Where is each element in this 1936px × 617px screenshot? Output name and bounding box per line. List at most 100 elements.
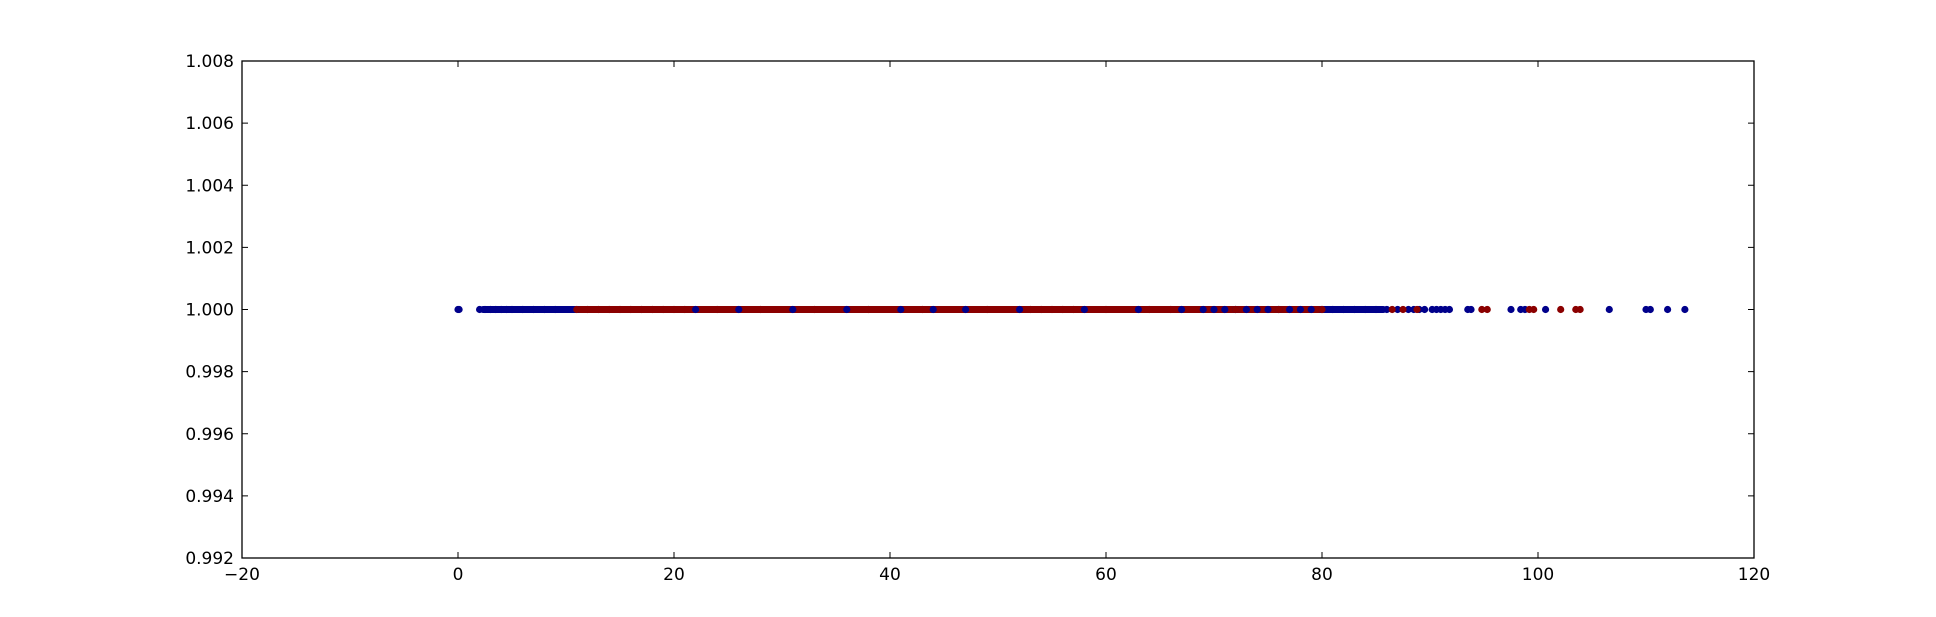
series-2-point xyxy=(616,305,624,314)
series-1-point xyxy=(897,305,905,314)
y-tick-label: 1.008 xyxy=(185,52,234,72)
series-1-point xyxy=(492,305,500,314)
series-1-point xyxy=(503,305,511,314)
x-tick-label: 80 xyxy=(1311,565,1333,585)
series-1-point xyxy=(519,305,527,314)
series-2-point xyxy=(638,305,646,314)
series-2-point xyxy=(1059,305,1067,314)
series-1-point xyxy=(508,305,516,314)
series-1-point xyxy=(1016,305,1024,314)
series-2-point xyxy=(1399,305,1407,314)
series-2-point xyxy=(1102,305,1110,314)
series-1-point xyxy=(1467,305,1475,314)
series-1-point xyxy=(735,305,743,314)
series-1-point xyxy=(1329,305,1337,314)
series-1-point xyxy=(1541,305,1550,314)
series-2-dense-band xyxy=(576,306,1322,313)
series-1-point xyxy=(1134,305,1142,314)
x-tick-label: 120 xyxy=(1738,565,1770,585)
y-tick-label: 0.992 xyxy=(185,549,234,569)
series-1-point xyxy=(1340,305,1348,314)
series-1-point xyxy=(1646,305,1654,314)
series-2-point xyxy=(1145,305,1153,314)
x-tick-label: 0 xyxy=(453,565,464,585)
series-1-point xyxy=(455,305,463,314)
series-2-point xyxy=(1483,305,1491,314)
series-1-point xyxy=(1080,305,1088,314)
series-2-point xyxy=(1167,305,1175,314)
series-2-point xyxy=(983,305,991,314)
series-2-point xyxy=(1232,305,1240,314)
series-1-point xyxy=(497,305,505,314)
series-1-point xyxy=(789,305,797,314)
x-tick-label: 60 xyxy=(1095,565,1117,585)
series-1-point xyxy=(1296,305,1304,314)
y-tick-label: 0.996 xyxy=(185,425,234,445)
series-1-point xyxy=(1664,305,1672,314)
series-2-point xyxy=(1388,305,1396,314)
series-1-point xyxy=(1242,305,1250,314)
series-2-point xyxy=(594,305,603,314)
y-tick-label: 1.006 xyxy=(185,114,234,134)
series-1-point xyxy=(530,305,538,314)
series-2-point xyxy=(1070,305,1078,314)
series-2-point xyxy=(1037,305,1045,314)
series-2-point xyxy=(627,305,635,314)
series-1-point xyxy=(1210,305,1218,314)
series-1-point xyxy=(540,305,549,314)
series-1-point xyxy=(1221,305,1229,314)
series-1-point xyxy=(692,305,700,314)
x-tick-label: −20 xyxy=(224,565,260,585)
series-1-point xyxy=(1199,305,1207,314)
series-1-point xyxy=(962,305,970,314)
axis-tick-labels: −20 0 20 40 60 80 100 120 1.008 1.006 1.004 1.002 1.… xyxy=(185,52,1770,585)
series-1-point xyxy=(1507,305,1515,314)
series-2-point xyxy=(1048,305,1056,314)
series-1-point xyxy=(551,305,559,314)
data-points xyxy=(454,305,1689,314)
series-2-point xyxy=(648,305,657,314)
series-1-point xyxy=(1383,305,1391,314)
series-1-point xyxy=(1350,305,1358,314)
series-2-point xyxy=(584,305,592,314)
series-1-point xyxy=(1307,305,1315,314)
series-1-point xyxy=(1681,305,1689,314)
series-2-point xyxy=(659,305,667,314)
series-1-point xyxy=(1264,305,1272,314)
series-2-point xyxy=(1275,305,1283,314)
series-2-point xyxy=(1026,305,1034,314)
series-1-point xyxy=(929,305,937,314)
series-2-point xyxy=(670,305,678,314)
series-2-point xyxy=(756,305,765,314)
series-2-point xyxy=(1413,305,1421,314)
series-1-point xyxy=(843,305,851,314)
series-2-point xyxy=(605,305,613,314)
x-tick-label: 100 xyxy=(1522,565,1554,585)
series-2-point xyxy=(1530,305,1538,314)
series-2-point xyxy=(1478,305,1486,314)
y-tick-label: 0.994 xyxy=(185,487,234,507)
y-tick-label: 1.000 xyxy=(185,301,234,321)
y-tick-label: 0.998 xyxy=(185,363,234,383)
series-2-point xyxy=(918,305,927,314)
series-2-point xyxy=(1576,305,1584,314)
axis-ticks xyxy=(241,60,1755,559)
series-1-point xyxy=(476,305,484,314)
series-1-point xyxy=(1445,305,1454,314)
series-1-point xyxy=(1605,305,1613,314)
series-1-point xyxy=(1372,305,1380,314)
y-tick-label: 1.004 xyxy=(185,176,234,196)
series-2-point xyxy=(713,305,721,314)
series-1-point xyxy=(1404,305,1412,314)
x-tick-label: 20 xyxy=(663,565,685,585)
series-1-point xyxy=(1394,305,1402,314)
x-tick-label: 40 xyxy=(879,565,901,585)
series-2-point xyxy=(810,305,819,314)
series-1-point xyxy=(481,305,489,314)
series-1-point xyxy=(1286,305,1294,314)
series-2-point xyxy=(864,305,873,314)
series-1-point xyxy=(1253,305,1261,314)
series-2-point xyxy=(1318,305,1326,314)
series-1-point xyxy=(486,305,494,314)
